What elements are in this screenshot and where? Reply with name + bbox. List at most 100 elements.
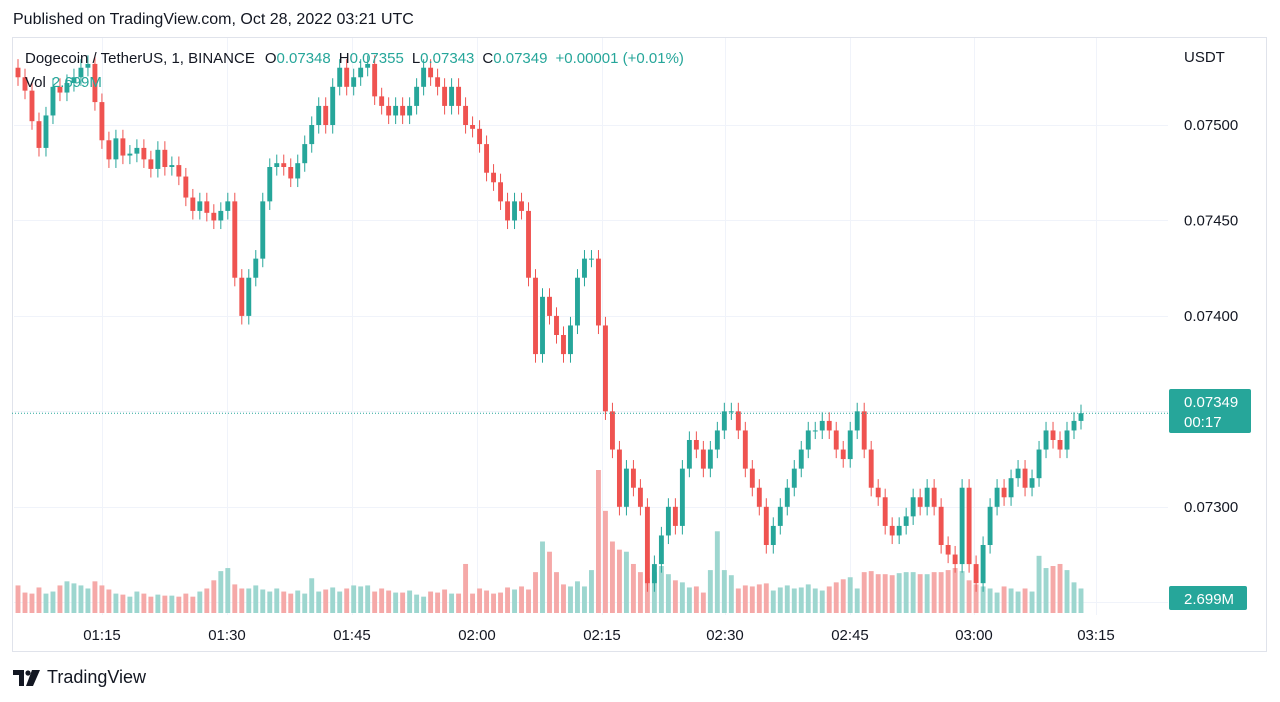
candle-body [120,138,126,156]
last-volume-value: 2.699M [1184,591,1234,608]
candle-body [365,63,371,68]
volume-bar [561,584,566,613]
volume-bar [959,571,965,613]
candle-body [596,258,601,326]
candle-body [609,411,615,450]
volume-bar [470,593,476,613]
volume-bar [882,574,888,613]
volume-bar [162,595,168,613]
last-price-badge [1169,389,1251,433]
volume-bar [721,570,727,613]
candle-body [190,197,196,211]
volume-bar [805,584,811,613]
candle-body [260,201,266,259]
volume-bar [267,591,273,613]
volume-bar [106,589,112,613]
volume-bar [519,586,524,613]
candle-body [57,86,63,93]
candle-body [449,86,455,106]
volume-bar [421,596,427,613]
tradingview-logo[interactable]: TradingView [13,667,146,688]
volume-bar [379,588,385,613]
low-value: 0.07343 [420,50,475,67]
volume-bar [651,572,657,613]
volume-bar [756,584,762,613]
volume-bar [1029,591,1035,613]
volume-bar [854,588,860,613]
chart-grid [14,38,1168,615]
candle-body [519,201,524,211]
candle-body [994,487,1000,507]
symbol-title[interactable]: Dogecoin / TetherUS, 1, BINANCE [25,50,255,67]
candle-body [1036,449,1042,479]
volume-bar [57,585,63,613]
candle-body [833,430,839,450]
candle-body [442,86,448,106]
candle-body [756,487,762,507]
candle-body [183,176,189,198]
time-tick-label: 01:45 [333,627,371,644]
candle-body [1043,430,1049,450]
candle-body [1001,487,1007,498]
candle-body [1064,430,1070,450]
volume-bar [582,586,587,613]
candle-body [477,128,483,145]
volume-bar [924,574,930,613]
candle-body [777,506,783,526]
volume-bar [994,592,1000,613]
last-volume-badge [1169,586,1247,610]
change-value: +0.00001 (+0.01%) [555,50,684,67]
candle-body [204,201,210,213]
volume-bar [22,592,28,613]
volume-bar [819,590,825,613]
time-tick-label: 02:15 [583,627,621,644]
volume-bar [861,572,867,613]
volume-bar [414,594,420,613]
candle-body [358,67,364,78]
volume-bar [623,551,629,613]
candle-body [232,201,238,278]
candle-body [644,506,650,584]
candle-body [15,67,21,78]
candle-body [85,63,91,68]
volume-label: Vol [25,74,46,91]
candle-body [526,210,531,278]
volume-bar [442,589,448,613]
volume-bar [777,587,783,613]
candle-body [113,138,119,160]
candle-body [288,167,294,179]
volume-bar [735,588,741,613]
volume-bar [512,589,517,613]
time-axis: 01:15 01:30 01:45 02:00 02:15 02:30 02:45 03:00… [83,627,1115,644]
volume-bar [323,589,329,613]
candle-body [665,506,671,536]
candle-body [651,564,657,584]
volume-bar [225,568,231,613]
volume-bar [1008,588,1014,613]
volume-bar [435,592,441,613]
candle-body [323,105,329,125]
volume-bar [148,596,154,613]
volume-bar [931,572,937,613]
volume-bar [1043,568,1049,613]
candle-body [274,163,280,167]
low-label: L [411,50,421,67]
candle-body [246,277,252,316]
volume-bar [742,585,748,613]
volume-bar [491,593,497,613]
volume-bar [589,570,594,613]
volume-bar [679,582,685,613]
volume-bar [134,591,140,613]
candle-body [498,182,503,202]
candle-body [763,506,769,545]
candle-body [784,487,790,507]
candle-body [1022,468,1028,488]
volume-bar [791,588,797,613]
candle-body [148,159,154,169]
candle-body [155,149,161,169]
candle-body [1057,440,1063,450]
volume-bar [763,583,769,613]
candle-body [533,277,538,355]
volume-bar [784,585,790,613]
